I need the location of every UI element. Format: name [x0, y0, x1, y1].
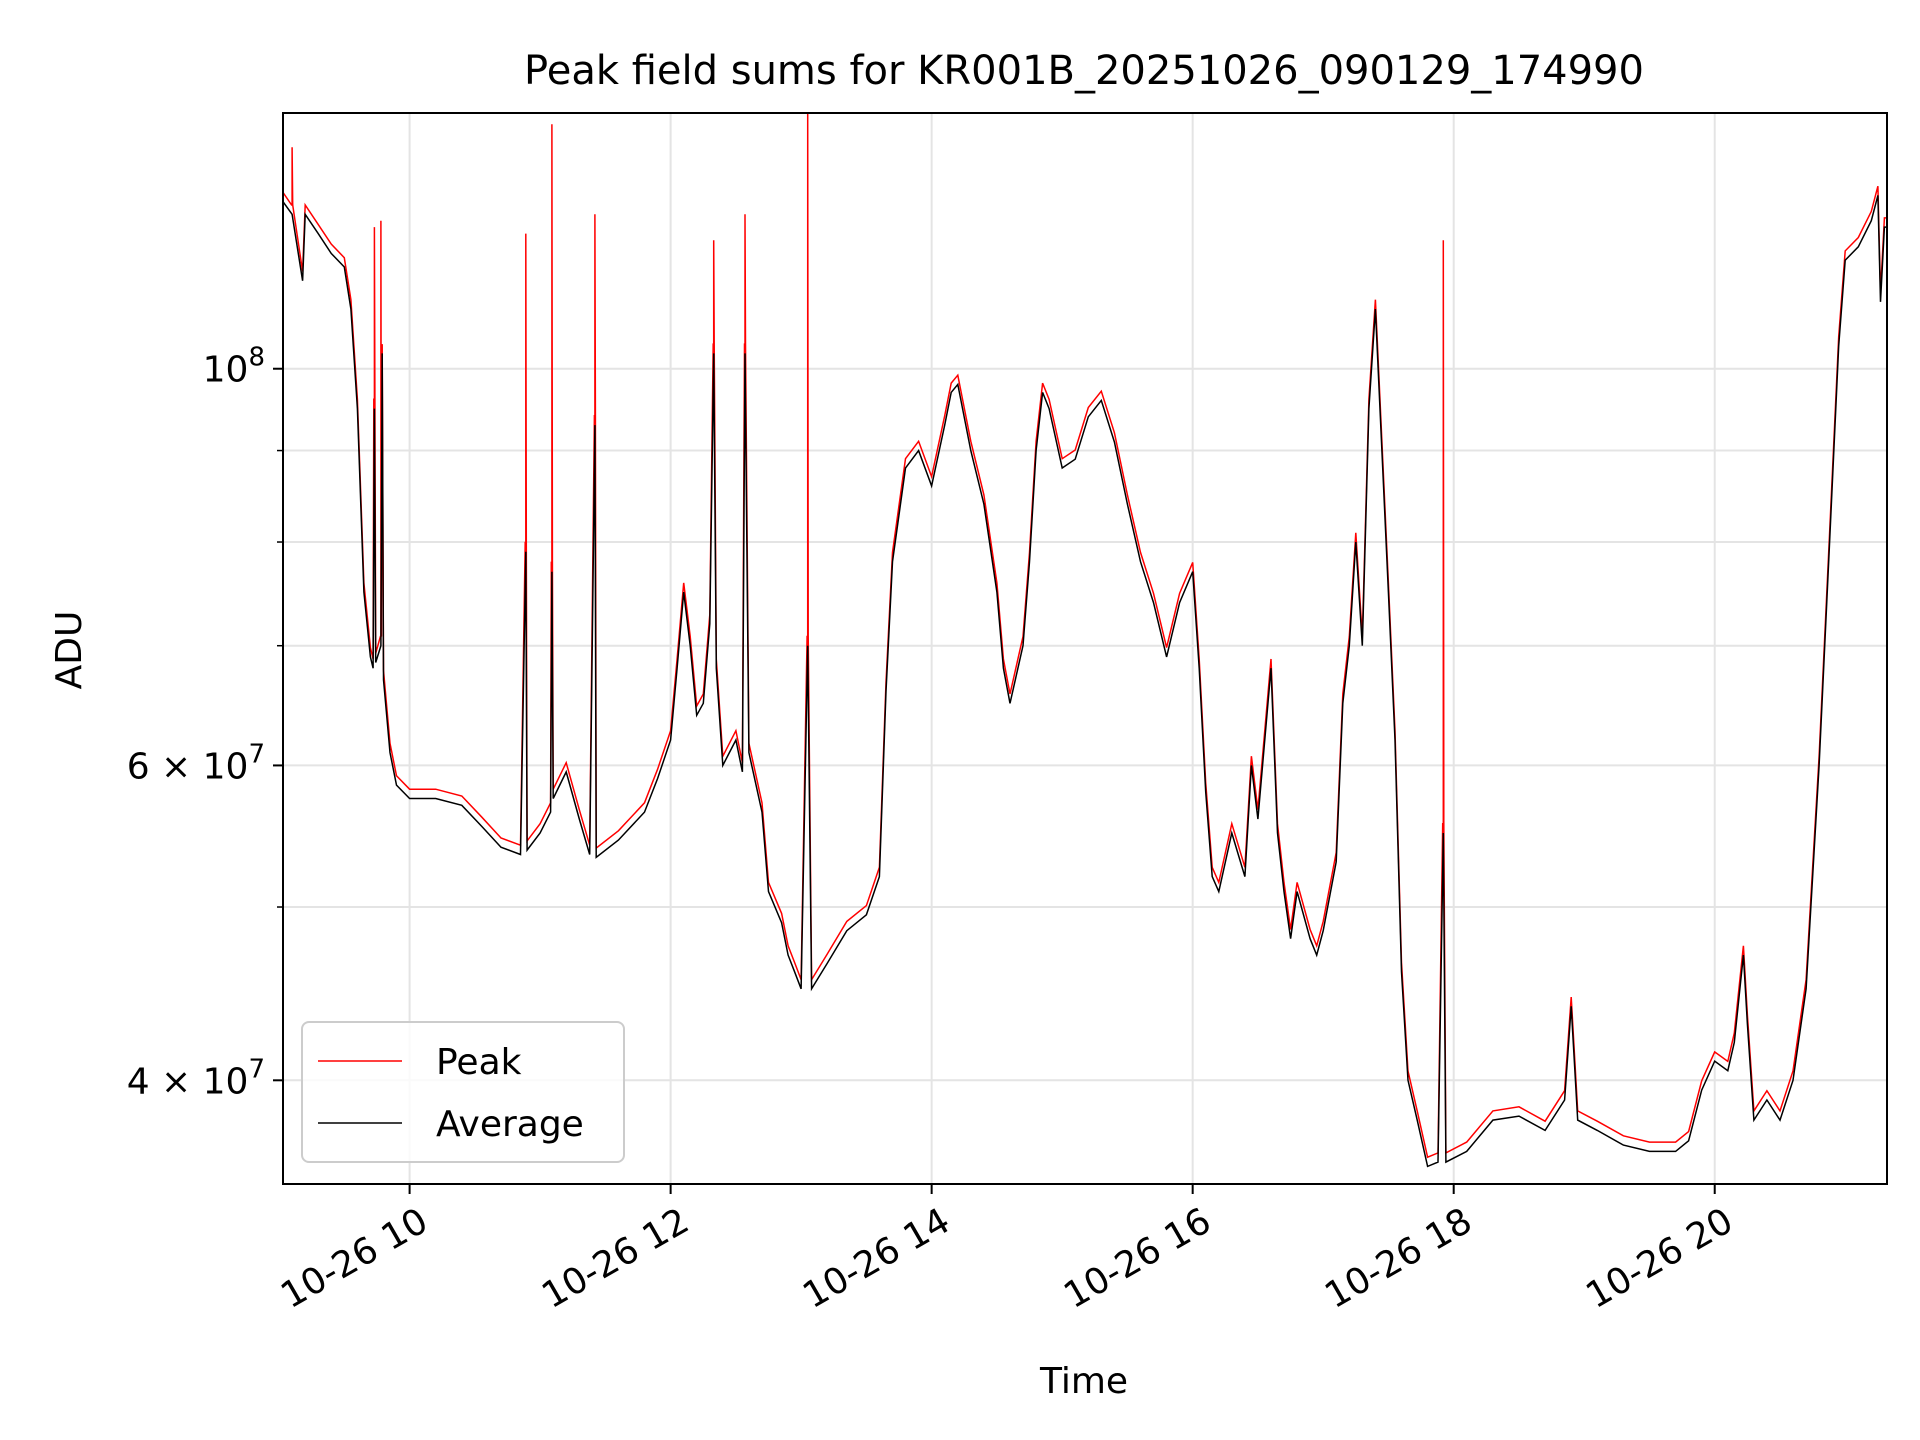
- legend-box: [301, 1021, 625, 1163]
- y-tick-label: 108: [203, 343, 265, 391]
- chart-title: Peak field sums for KR001B_20251026_0901…: [524, 48, 1644, 94]
- y-axis-label: ADU: [49, 611, 90, 690]
- y-tick-label: 4 × 107: [127, 1054, 265, 1102]
- y-axis-ticks: 4 × 107 6 × 107 108: [127, 343, 283, 1102]
- series-layer: [283, 113, 1887, 1168]
- legend-peak-label: Peak: [436, 1042, 522, 1083]
- legend-average-label: Average: [436, 1104, 584, 1145]
- legend: Peak Average: [301, 1021, 625, 1163]
- x-axis-label: Time: [1039, 1361, 1128, 1402]
- plot-frame: [282, 112, 1888, 1185]
- y-tick-label: 6 × 107: [127, 739, 265, 787]
- peak-series-line: [283, 113, 1887, 1159]
- average-series-line: [283, 195, 1887, 1168]
